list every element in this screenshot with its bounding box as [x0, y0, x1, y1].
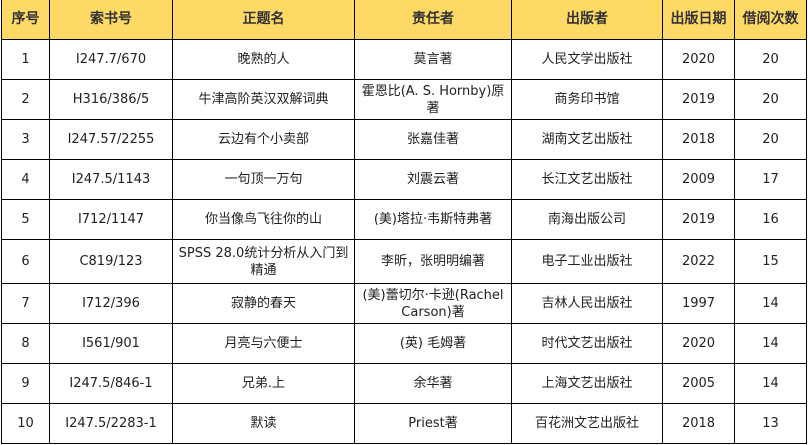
table-row: 4 I247.5/1143 一句顶一万句 刘震云著 长江文艺出版社 2009 17	[1, 159, 807, 200]
cell-call-number: C819/123	[49, 239, 173, 284]
cell-pub-year: 2009	[662, 159, 735, 200]
cell-author: 莫言著	[354, 39, 512, 80]
cell-call-number: I712/396	[49, 283, 173, 324]
cell-borrow-count: 14	[734, 323, 807, 364]
cell-borrow-count: 14	[734, 283, 807, 324]
cell-publisher: 南海出版公司	[511, 199, 663, 240]
cell-call-number: I247.5/846-1	[49, 363, 173, 404]
cell-pub-year: 2018	[662, 403, 735, 444]
cell-index: 6	[1, 239, 50, 284]
cell-pub-year: 2005	[662, 363, 735, 404]
cell-pub-year: 2022	[662, 239, 735, 284]
cell-pub-year: 2018	[662, 119, 735, 160]
cell-call-number: H316/386/5	[49, 79, 173, 120]
cell-pub-year: 1997	[662, 283, 735, 324]
table-row: 2 H316/386/5 牛津高阶英汉双解词典 霍恩比(A. S. Hornby)原著…	[1, 79, 807, 120]
cell-publisher: 商务印书馆	[511, 79, 663, 120]
table-row: 10 I247.5/2283-1 默读 Priest著 百花洲文艺出版社 2018 13	[1, 403, 807, 444]
cell-pub-year: 2019	[662, 79, 735, 120]
cell-author: 李昕，张明明编著	[354, 239, 512, 284]
cell-call-number: I247.57/2255	[49, 119, 173, 160]
cell-author: (英) 毛姆著	[354, 323, 512, 364]
cell-call-number: I247.5/2283-1	[49, 403, 173, 444]
cell-title: 默读	[172, 403, 355, 444]
cell-title: 寂静的春天	[172, 283, 355, 324]
cell-publisher: 长江文艺出版社	[511, 159, 663, 200]
cell-borrow-count: 16	[734, 199, 807, 240]
cell-title: 晚熟的人	[172, 39, 355, 80]
cell-title: 牛津高阶英汉双解词典	[172, 79, 355, 120]
cell-pub-year: 2020	[662, 323, 735, 364]
cell-pub-year: 2019	[662, 199, 735, 240]
cell-publisher: 吉林人民出版社	[511, 283, 663, 324]
cell-title: 你当像鸟飞往你的山	[172, 199, 355, 240]
cell-index: 8	[1, 323, 50, 364]
cell-call-number: I247.5/1143	[49, 159, 173, 200]
cell-author: 刘震云著	[354, 159, 512, 200]
cell-index: 5	[1, 199, 50, 240]
cell-index: 3	[1, 119, 50, 160]
cell-borrow-count: 14	[734, 363, 807, 404]
table-row: 9 I247.5/846-1 兄弟.上 余华著 上海文艺出版社 2005 14	[1, 363, 807, 404]
cell-title: 兄弟.上	[172, 363, 355, 404]
header-index: 序号	[1, 0, 50, 40]
cell-borrow-count: 15	[734, 239, 807, 284]
cell-index: 9	[1, 363, 50, 404]
cell-title: 月亮与六便士	[172, 323, 355, 364]
cell-publisher: 上海文艺出版社	[511, 363, 663, 404]
cell-author: 霍恩比(A. S. Hornby)原著	[354, 79, 512, 120]
table-row: 3 I247.57/2255 云边有个小卖部 张嘉佳著 湖南文艺出版社 2018 20	[1, 119, 807, 160]
cell-call-number: I712/1147	[49, 199, 173, 240]
cell-index: 7	[1, 283, 50, 324]
cell-author: 张嘉佳著	[354, 119, 512, 160]
cell-publisher: 湖南文艺出版社	[511, 119, 663, 160]
header-author: 责任者	[354, 0, 512, 40]
cell-borrow-count: 20	[734, 39, 807, 80]
cell-author: (美)蕾切尔·卡逊(Rachel Carson)著	[354, 283, 512, 324]
table-row: 5 I712/1147 你当像鸟飞往你的山 (美)塔拉·韦斯特弗著 南海出版公司 2019…	[1, 199, 807, 240]
header-call-number: 索书号	[49, 0, 173, 40]
header-borrow-count: 借阅次数	[734, 0, 807, 40]
header-pub-year: 出版日期	[662, 0, 735, 40]
header-title: 正题名	[172, 0, 355, 40]
cell-author: 余华著	[354, 363, 512, 404]
cell-borrow-count: 20	[734, 119, 807, 160]
cell-borrow-count: 20	[734, 79, 807, 120]
cell-publisher: 电子工业出版社	[511, 239, 663, 284]
cell-title: 云边有个小卖部	[172, 119, 355, 160]
header-publisher: 出版者	[511, 0, 663, 40]
cell-borrow-count: 13	[734, 403, 807, 444]
cell-pub-year: 2020	[662, 39, 735, 80]
header-row: 序号 索书号 正题名 责任者 出版者 出版日期 借阅次数	[1, 0, 807, 40]
cell-borrow-count: 17	[734, 159, 807, 200]
table-row: 7 I712/396 寂静的春天 (美)蕾切尔·卡逊(Rachel Carson)著吉…	[1, 283, 807, 324]
cell-index: 10	[1, 403, 50, 444]
cell-author: Priest著	[354, 403, 512, 444]
cell-publisher: 时代文艺出版社	[511, 323, 663, 364]
cell-title: SPSS 28.0统计分析从入门到精通	[172, 239, 355, 284]
cell-publisher: 人民文学出版社	[511, 39, 663, 80]
table-row: 6 C819/123 SPSS 28.0统计分析从入门到精通 李昕，张明明编著 电子工业…	[1, 239, 807, 284]
cell-call-number: I247.7/670	[49, 39, 173, 80]
cell-index: 2	[1, 79, 50, 120]
cell-call-number: I561/901	[49, 323, 173, 364]
cell-author: (美)塔拉·韦斯特弗著	[354, 199, 512, 240]
cell-index: 4	[1, 159, 50, 200]
table-row: 1 I247.7/670 晚熟的人 莫言著 人民文学出版社 2020 20	[1, 39, 807, 80]
table-row: 8 I561/901 月亮与六便士 (英) 毛姆著 时代文艺出版社 2020 14	[1, 323, 807, 364]
cell-publisher: 百花洲文艺出版社	[511, 403, 663, 444]
cell-index: 1	[1, 39, 50, 80]
cell-title: 一句顶一万句	[172, 159, 355, 200]
